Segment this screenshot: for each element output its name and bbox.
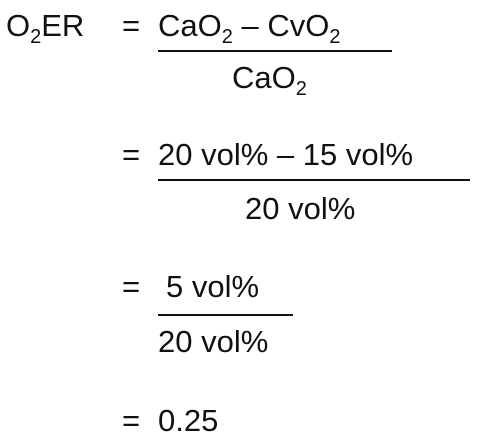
step2-equals: = xyxy=(122,137,141,172)
step1-minus: – xyxy=(241,8,259,43)
step4-value: 0.25 xyxy=(158,403,219,438)
step3-equals: = xyxy=(122,269,141,304)
step1-num-a: CaO xyxy=(158,8,222,43)
step1-den-sub: 2 xyxy=(295,78,307,100)
step1-numerator: CaO2 – CvO2 xyxy=(158,8,341,47)
step4-equals: = xyxy=(122,403,141,438)
step3-numerator: 5 vol% xyxy=(166,269,260,304)
lhs-sub: 2 xyxy=(30,26,42,48)
step1-num-b: CvO xyxy=(267,8,330,43)
step1-fraction-bar xyxy=(158,50,392,52)
lhs-rest: ER xyxy=(41,8,85,43)
step2-denominator: 20 vol% xyxy=(245,191,356,226)
step2-fraction-bar xyxy=(158,179,470,181)
step1-num-b-sub: 2 xyxy=(329,26,341,48)
step3-denominator: 20 vol% xyxy=(158,324,269,359)
lhs-base: O xyxy=(6,8,31,43)
step1-den-base: CaO xyxy=(232,60,296,95)
step1-equals: = xyxy=(122,8,141,43)
lhs-o2er: O2ER xyxy=(6,8,85,47)
step1-num-a-sub: 2 xyxy=(221,26,233,48)
step1-denominator: CaO2 xyxy=(232,60,307,99)
step2-numerator: 20 vol% – 15 vol% xyxy=(158,137,414,172)
step3-fraction-bar xyxy=(158,314,293,316)
